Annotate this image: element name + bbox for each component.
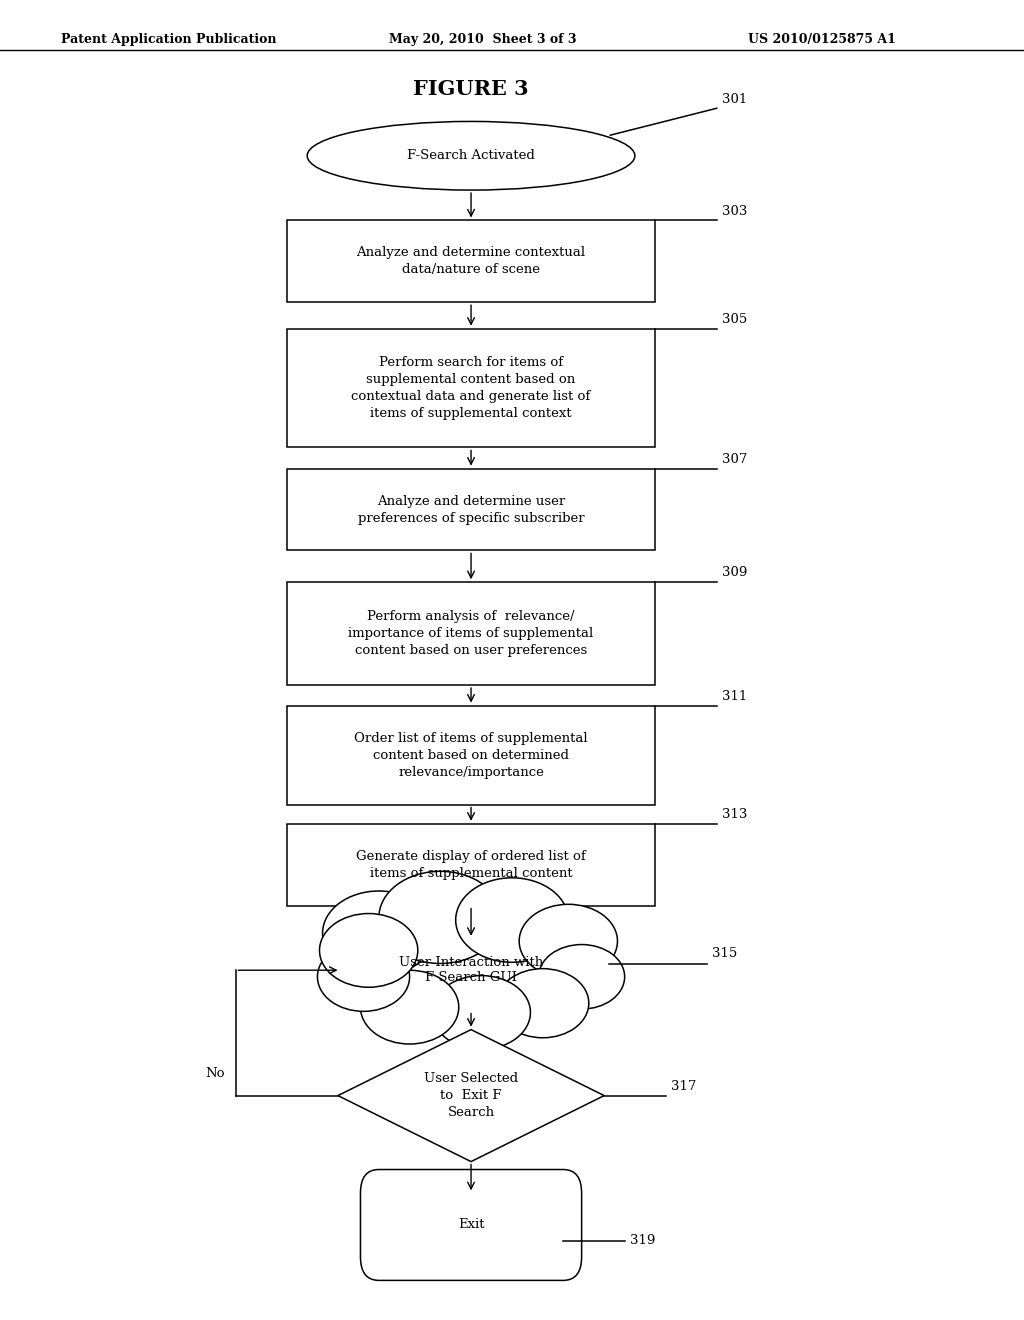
Text: User Interaction with
F Search GUI: User Interaction with F Search GUI — [399, 956, 543, 985]
Ellipse shape — [456, 878, 568, 962]
Text: 317: 317 — [671, 1080, 696, 1093]
Text: Exit: Exit — [458, 1218, 484, 1232]
Text: May 20, 2010  Sheet 3 of 3: May 20, 2010 Sheet 3 of 3 — [389, 33, 577, 46]
Text: Analyze and determine user
preferences of specific subscriber: Analyze and determine user preferences o… — [357, 495, 585, 524]
FancyBboxPatch shape — [360, 1170, 582, 1280]
Ellipse shape — [539, 945, 625, 1008]
Text: Patent Application Publication: Patent Application Publication — [61, 33, 276, 46]
Text: 307: 307 — [722, 453, 748, 466]
Text: 305: 305 — [722, 313, 748, 326]
Text: FIGURE 3: FIGURE 3 — [414, 79, 528, 99]
Text: 301: 301 — [722, 92, 748, 106]
Text: 313: 313 — [722, 808, 748, 821]
Bar — [287, 220, 655, 302]
Text: Perform analysis of  relevance/
importance of items of supplemental
content base: Perform analysis of relevance/ importanc… — [348, 610, 594, 657]
Text: Order list of items of supplemental
content based on determined
relevance/import: Order list of items of supplemental cont… — [354, 731, 588, 779]
Text: Analyze and determine contextual
data/nature of scene: Analyze and determine contextual data/na… — [356, 247, 586, 276]
Ellipse shape — [317, 942, 410, 1011]
Ellipse shape — [307, 121, 635, 190]
Text: Generate display of ordered list of
items of supplemental content: Generate display of ordered list of item… — [356, 850, 586, 879]
Text: User Selected
to  Exit F
Search: User Selected to Exit F Search — [424, 1072, 518, 1119]
Bar — [287, 824, 655, 906]
Polygon shape — [338, 1030, 604, 1162]
Bar — [287, 469, 655, 550]
Ellipse shape — [519, 904, 617, 978]
Ellipse shape — [323, 891, 435, 975]
Bar — [287, 705, 655, 804]
Text: 309: 309 — [722, 566, 748, 579]
Text: 319: 319 — [630, 1234, 655, 1247]
Ellipse shape — [497, 969, 589, 1038]
Ellipse shape — [319, 913, 418, 987]
Text: 315: 315 — [712, 946, 737, 960]
Ellipse shape — [432, 975, 530, 1049]
Text: F-Search Activated: F-Search Activated — [408, 149, 535, 162]
Bar — [287, 329, 655, 447]
Text: 303: 303 — [722, 205, 748, 218]
Text: US 2010/0125875 A1: US 2010/0125875 A1 — [748, 33, 895, 46]
Bar — [287, 582, 655, 685]
Text: Perform search for items of
supplemental content based on
contextual data and ge: Perform search for items of supplemental… — [351, 356, 591, 420]
Ellipse shape — [379, 871, 502, 964]
Ellipse shape — [360, 970, 459, 1044]
Text: No: No — [206, 1067, 225, 1080]
Ellipse shape — [302, 925, 640, 1015]
Text: 311: 311 — [722, 690, 748, 704]
